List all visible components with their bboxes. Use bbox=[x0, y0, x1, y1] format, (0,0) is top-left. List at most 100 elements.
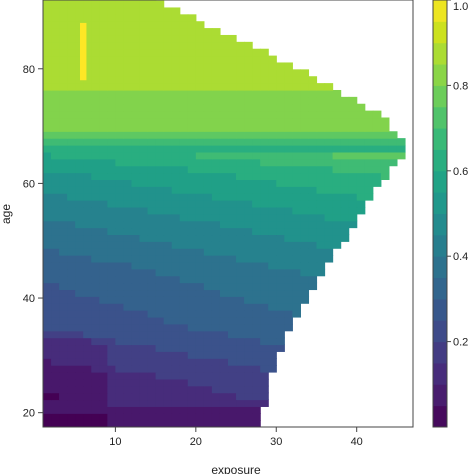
heatmap-cell bbox=[139, 392, 149, 401]
heatmap-cell bbox=[59, 96, 68, 105]
heatmap-cell bbox=[219, 179, 229, 187]
heatmap-cell bbox=[244, 145, 253, 153]
heatmap-cell bbox=[187, 399, 197, 407]
heatmap-cell bbox=[123, 55, 133, 64]
heatmap-cell bbox=[75, 310, 84, 318]
heatmap-cell bbox=[147, 241, 157, 249]
heatmap-cell bbox=[147, 41, 157, 50]
heatmap-cell bbox=[147, 351, 157, 359]
heatmap-cell bbox=[219, 385, 229, 394]
heatmap-cell bbox=[219, 351, 229, 359]
heatmap-cell bbox=[59, 151, 68, 160]
heatmap-cell bbox=[187, 220, 197, 229]
heatmap-cell bbox=[131, 96, 141, 105]
heatmap-cell bbox=[123, 289, 133, 297]
heatmap-cell bbox=[67, 316, 76, 325]
heatmap-cell bbox=[292, 117, 301, 125]
heatmap-cell bbox=[228, 227, 237, 236]
heatmap-cell bbox=[219, 241, 229, 249]
heatmap-cell bbox=[284, 96, 293, 105]
heatmap-cell bbox=[252, 413, 261, 421]
heatmap-cell bbox=[228, 275, 237, 284]
heatmap-cell bbox=[308, 151, 318, 160]
heatmap-cell bbox=[268, 213, 277, 222]
heatmap-cell bbox=[155, 28, 165, 36]
heatmap-cell bbox=[195, 323, 205, 332]
heatmap-cell bbox=[228, 110, 237, 119]
heatmap-cell bbox=[75, 378, 84, 387]
heatmap-cell bbox=[107, 62, 116, 70]
heatmap-cell bbox=[252, 165, 261, 174]
heatmap-cell bbox=[59, 310, 68, 318]
heatmap-cell bbox=[91, 241, 100, 249]
heatmap-cell bbox=[211, 268, 221, 277]
heatmap-cell bbox=[99, 151, 108, 160]
heatmap-cell bbox=[83, 371, 92, 380]
heatmap-cell bbox=[244, 103, 253, 112]
heatmap-cell bbox=[332, 234, 342, 242]
heatmap-cell bbox=[115, 261, 125, 270]
heatmap-cell bbox=[91, 248, 100, 256]
heatmap-cell bbox=[356, 110, 366, 119]
heatmap-cell bbox=[155, 365, 165, 373]
heatmap-cell bbox=[276, 289, 285, 297]
heatmap-cell bbox=[211, 200, 221, 208]
heatmap-cell bbox=[187, 323, 197, 332]
heatmap-cell bbox=[300, 268, 310, 277]
heatmap-cell bbox=[59, 41, 68, 50]
heatmap-cell bbox=[147, 378, 157, 387]
heatmap-cell bbox=[203, 83, 213, 91]
heatmap-cell bbox=[203, 48, 213, 57]
heatmap-cell bbox=[83, 385, 92, 394]
heatmap-cell bbox=[99, 227, 108, 236]
heatmap-cell bbox=[115, 296, 125, 304]
heatmap-cell bbox=[388, 131, 398, 139]
heatmap-cell bbox=[195, 172, 205, 180]
heatmap-cell bbox=[83, 378, 92, 387]
heatmap-cell bbox=[139, 200, 149, 208]
heatmap-cell bbox=[171, 275, 181, 284]
heatmap-cell bbox=[99, 186, 108, 194]
heatmap-cell bbox=[75, 34, 84, 43]
heatmap-cell bbox=[219, 117, 229, 125]
heatmap-cell bbox=[284, 179, 293, 187]
heatmap-cell bbox=[252, 158, 261, 167]
heatmap-cell bbox=[179, 124, 189, 132]
heatmap-cell bbox=[59, 413, 68, 421]
heatmap-cell bbox=[195, 103, 205, 112]
heatmap-cell bbox=[99, 14, 108, 22]
heatmap-cell bbox=[139, 186, 149, 194]
heatmap-cell bbox=[43, 117, 52, 125]
heatmap-cell bbox=[147, 399, 157, 407]
heatmap-cell bbox=[99, 179, 108, 187]
heatmap-cell bbox=[171, 124, 181, 132]
heatmap-cell bbox=[348, 158, 358, 167]
heatmap-cell bbox=[75, 268, 84, 277]
heatmap-cell bbox=[43, 255, 52, 263]
heatmap-cell bbox=[236, 344, 245, 352]
heatmap-cell bbox=[83, 310, 92, 318]
heatmap-cell bbox=[340, 172, 350, 180]
heatmap-cell bbox=[244, 344, 253, 352]
heatmap-cell bbox=[139, 151, 149, 160]
heatmap-cell bbox=[43, 34, 52, 43]
heatmap-cell bbox=[171, 248, 181, 256]
heatmap-cell bbox=[99, 344, 108, 352]
heatmap-cell bbox=[211, 310, 221, 318]
heatmap-cell bbox=[244, 179, 253, 187]
heatmap-cell bbox=[43, 55, 52, 64]
heatmap-cell bbox=[107, 220, 116, 229]
heatmap-cell bbox=[348, 186, 358, 194]
heatmap-cell bbox=[211, 69, 221, 77]
heatmap-cell bbox=[99, 103, 108, 112]
heatmap-cell bbox=[131, 206, 141, 215]
heatmap-cell bbox=[43, 21, 52, 29]
heatmap-cell bbox=[83, 28, 92, 36]
heatmap-cell bbox=[171, 303, 181, 311]
colorbar-band bbox=[433, 298, 447, 321]
heatmap-cell bbox=[276, 220, 285, 229]
heatmap-cell bbox=[187, 413, 197, 421]
heatmap-cell bbox=[195, 344, 205, 352]
heatmap-cell bbox=[43, 296, 52, 304]
heatmap-cell bbox=[252, 268, 261, 277]
